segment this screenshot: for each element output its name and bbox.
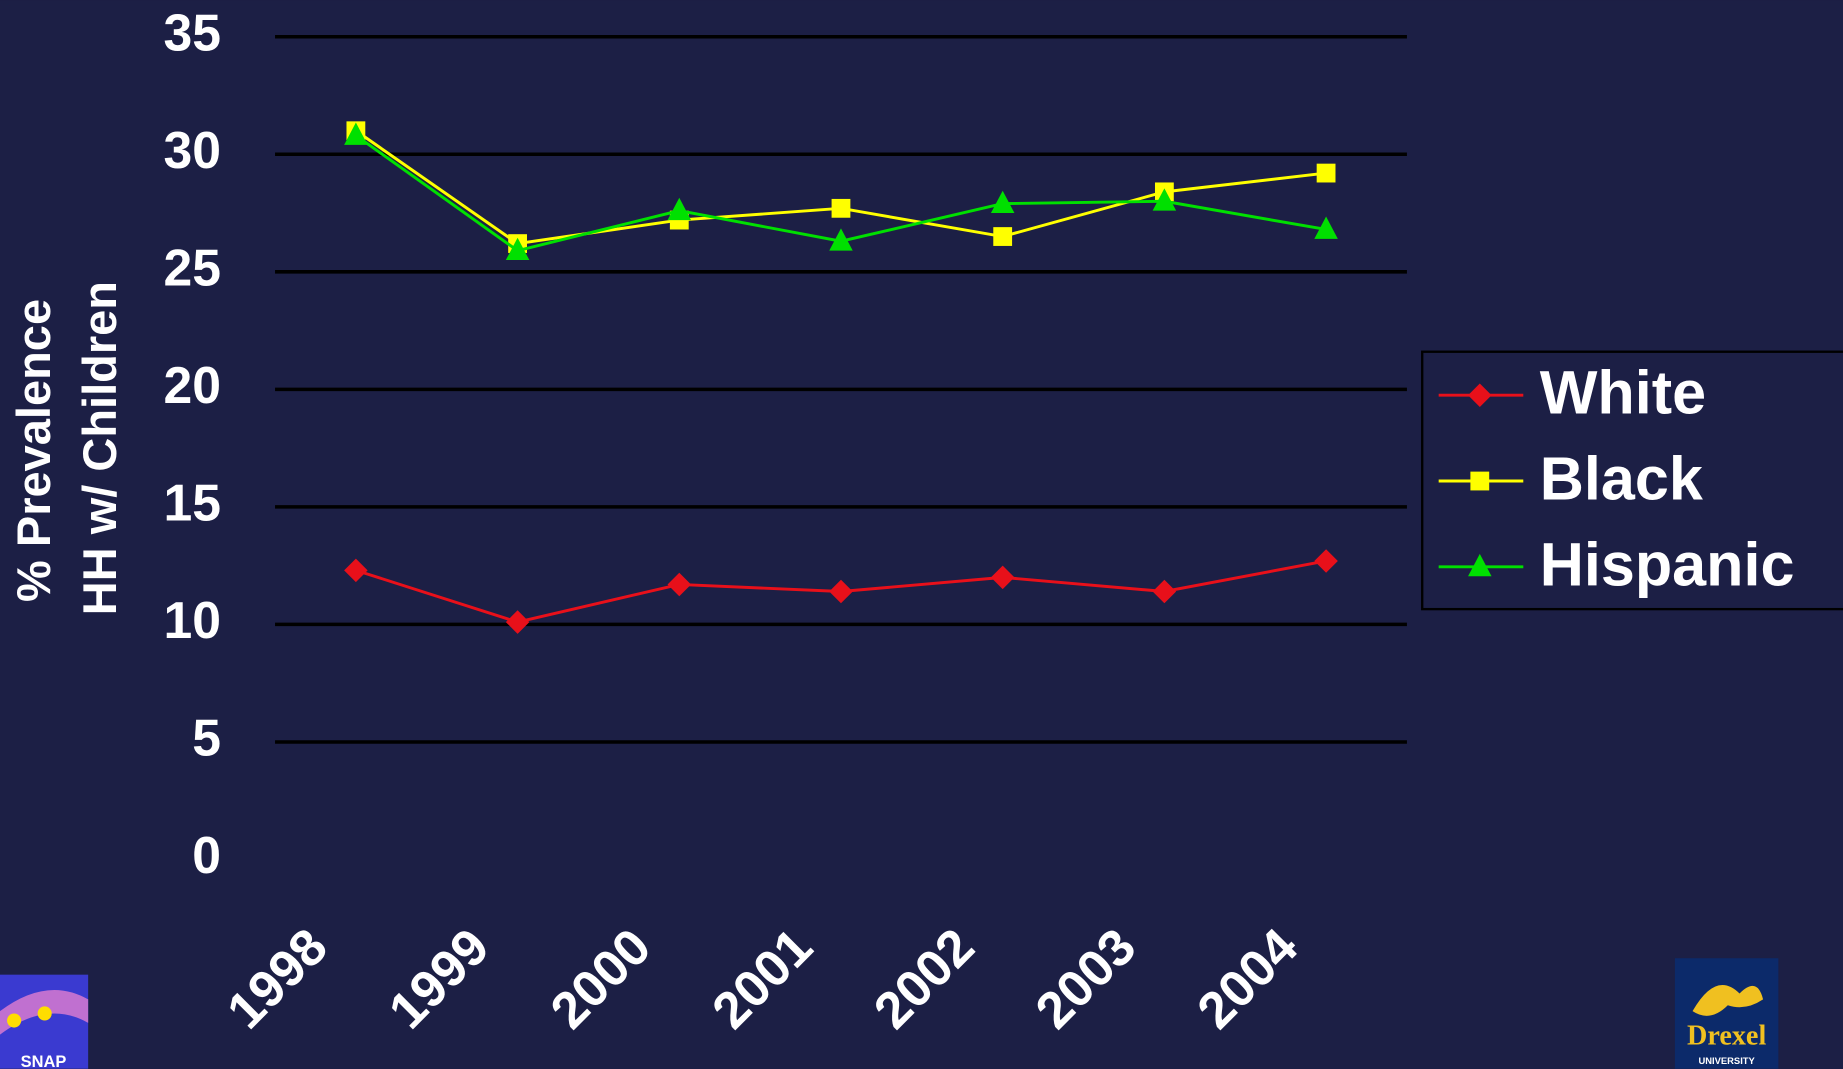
data-point	[1314, 216, 1338, 239]
logo-figure	[7, 1013, 22, 1028]
logo-bg	[1674, 958, 1779, 1069]
legend-label: White	[1540, 359, 1706, 427]
y-tick-label: 10	[163, 591, 221, 649]
data-point	[829, 228, 853, 251]
y-axis-label: HH w/ Children	[73, 281, 126, 615]
data-point	[667, 197, 692, 221]
logo-text: Drexel	[1687, 1021, 1766, 1052]
y-tick-label: 15	[163, 474, 221, 532]
legend-marker	[1470, 471, 1490, 491]
logo-text: UNIVERSITY	[1698, 1055, 1755, 1066]
data-point	[1314, 549, 1338, 573]
legend-marker	[1468, 553, 1492, 577]
data-point	[993, 227, 1013, 246]
y-tick-label: 35	[163, 3, 221, 61]
y-tick-label: 20	[163, 356, 221, 414]
y-tick-label: 30	[163, 121, 221, 179]
data-point	[344, 122, 368, 145]
y-tick-label: 25	[163, 238, 221, 296]
legend-label: Black	[1540, 445, 1704, 513]
data-point	[344, 558, 368, 583]
drexel-logo: Drexel UNIVERSITY	[1674, 958, 1779, 1069]
data-point	[990, 190, 1015, 214]
logo-dragon	[1692, 984, 1764, 1016]
data-point	[1316, 163, 1336, 183]
y-axis-label: % Prevalence	[7, 299, 60, 602]
legend-marker	[1468, 383, 1492, 407]
logo-text: SNAP	[21, 1053, 67, 1069]
legend-label: Hispanic	[1540, 530, 1795, 598]
logo-figure	[37, 1006, 52, 1021]
data-point	[831, 198, 851, 218]
data-point	[990, 565, 1015, 590]
y-tick-label: 0	[192, 826, 221, 884]
snap-logo: SNAP	[0, 974, 89, 1069]
data-point	[505, 237, 530, 261]
legend-box	[1421, 350, 1843, 611]
y-tick-label: 5	[192, 709, 221, 767]
data-point	[1152, 188, 1177, 211]
